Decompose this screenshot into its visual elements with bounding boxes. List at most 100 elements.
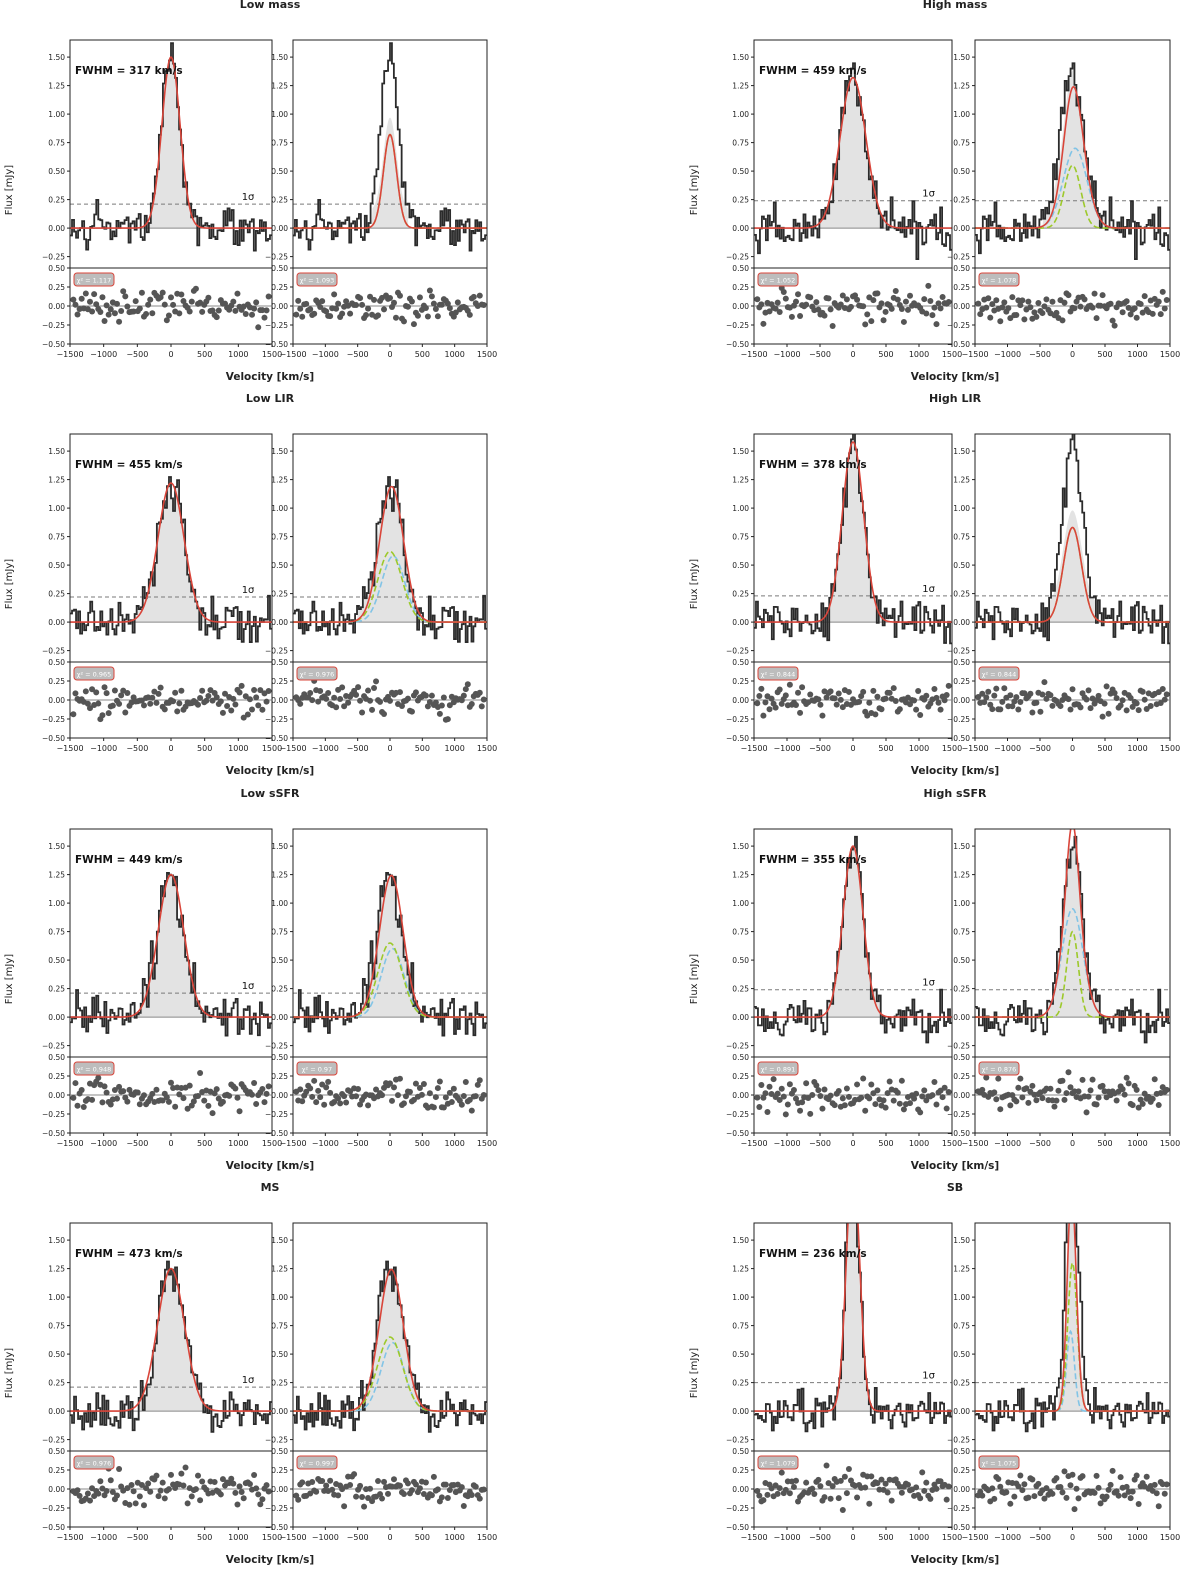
residual-point [823,1462,830,1469]
residual-point [430,1473,437,1480]
residual-point [1053,1475,1060,1482]
residual-point [1017,698,1024,705]
residual-point [251,1471,258,1478]
residual-y-tick-label: 0.00 [271,302,288,311]
subplot-single-fit: χ² = 0.965 FWHM = 455 km/s 1σ −1500 −1000 −50… [42,433,282,753]
residual-y-tick-label: 0.25 [953,1072,970,1081]
x-tick-label: −1000 [994,350,1021,359]
y-tick-label: 0.00 [271,618,288,627]
x-tick-label: 0 [387,744,392,753]
residual-point [323,1482,330,1489]
residual-point [803,301,810,308]
x-tick-label: 500 [197,1533,212,1542]
residual-point [297,305,304,312]
y-tick-label: 1.00 [953,1293,970,1302]
residual-point [991,1089,998,1096]
residual-point [103,1488,110,1495]
residual-point [1055,1087,1062,1094]
residual-point [122,293,129,300]
residual-y-tick-label: −0.25 [42,715,65,724]
residual-point [109,1489,116,1496]
residual-point [353,1493,360,1500]
residual-point [263,1482,270,1489]
subplot-double-fit: χ² = 0.97 −1500 −1000 −500 0 500 1000 1500 −0.25… [265,828,497,1148]
residual-point [199,1478,206,1485]
residual-y-tick-label: 0.25 [48,283,65,292]
residual-y-tick-label: 0.25 [271,1072,288,1081]
residual-point [760,1094,767,1101]
residual-point [1029,1476,1036,1483]
residual-point [1161,1490,1168,1497]
residual-point [1063,1494,1070,1501]
y-tick-label: 0.75 [953,139,970,148]
x-tick-label: 1000 [444,1139,464,1148]
y-tick-label: −0.25 [947,1436,970,1445]
residual-point [1157,700,1164,707]
residual-point [913,1484,920,1491]
residual-point [870,687,877,694]
residual-point [476,689,483,696]
residual-point [371,296,378,303]
residual-point [1117,702,1124,709]
residual-point [72,1080,79,1087]
y-tick-label: 0.75 [271,1322,288,1331]
residual-point [868,318,875,325]
residual-point [201,1097,208,1104]
residual-point [197,1497,204,1504]
residual-point [1041,1495,1048,1502]
main-plot-area [754,1223,952,1433]
residual-point [1035,299,1042,306]
model-fit-curve [293,485,487,623]
y-tick-label: 1.50 [732,1236,749,1245]
residual-point [400,318,407,325]
residual-point [95,1074,102,1081]
residual-point [170,698,177,705]
residual-point [462,686,469,693]
residual-point [365,1102,372,1109]
residual-point [1061,1468,1068,1475]
y-tick-label: −0.25 [947,1042,970,1051]
residual-y-tick-label: 0.00 [48,1485,65,1494]
residual-point [404,1480,411,1487]
residual-point [329,1486,336,1493]
y-tick-label: 0.00 [953,1407,970,1416]
residual-point [406,1088,413,1095]
residual-point [107,1101,114,1108]
residual-point [1001,685,1008,692]
residual-point [1121,1492,1128,1499]
residual-point [357,697,364,704]
residual-point [249,706,256,713]
residual-point [217,698,224,705]
model-fit-curve [754,845,952,1018]
residual-point [886,1078,893,1085]
residual-point [756,1104,763,1111]
residual-point [979,1492,986,1499]
residual-point [78,1087,85,1094]
x-tick-label: 500 [415,350,430,359]
model-fit-curve [754,1223,952,1412]
residual-y-tick-label: −0.25 [947,1110,970,1119]
residual-point [1001,299,1008,306]
x-tick-label: −1000 [312,1139,339,1148]
residual-point [325,690,332,697]
residual-point [1161,305,1168,312]
residual-point [480,1091,487,1098]
residual-point [132,1500,139,1507]
spectrum-histogram [70,476,272,643]
residual-point [1139,1100,1146,1107]
residual-point [1151,1076,1158,1083]
residual-point [795,1498,802,1505]
residual-point [390,1084,397,1091]
residual-point [878,706,885,713]
y-tick-label: 0.75 [48,1322,65,1331]
y-tick-label: 1.00 [732,110,749,119]
x-tick-label: −1000 [773,744,800,753]
residual-point [983,304,990,311]
residual-point [1013,1098,1020,1105]
x-tick-label: 1500 [942,350,962,359]
x-tick-label: −500 [347,350,369,359]
y-tick-label: 0.50 [48,561,65,570]
residual-point [1009,703,1016,710]
residual-point [1163,1086,1170,1093]
residual-point [155,1493,162,1500]
